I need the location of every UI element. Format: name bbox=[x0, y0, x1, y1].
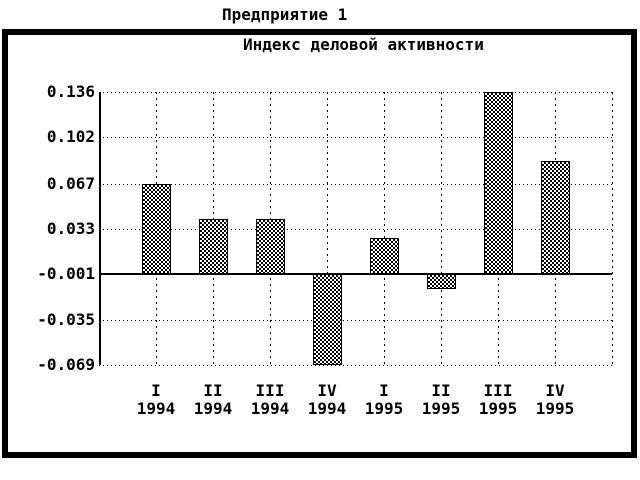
chart-frame bbox=[2, 29, 637, 458]
x-tick-quarter: III bbox=[255, 381, 285, 400]
y-tick-label: 0.136 bbox=[46, 82, 95, 101]
bar bbox=[256, 219, 285, 275]
y-tick-label: -0.069 bbox=[37, 355, 95, 374]
y-tick-label: -0.035 bbox=[37, 310, 95, 329]
plot-area bbox=[99, 92, 613, 366]
x-tick-year: 1994 bbox=[136, 399, 176, 418]
x-tick-quarter: III bbox=[483, 381, 513, 400]
bar bbox=[427, 274, 456, 289]
bar bbox=[142, 184, 171, 275]
bar bbox=[541, 161, 570, 274]
x-tick-quarter: II bbox=[203, 381, 223, 400]
h-gridline bbox=[99, 92, 612, 93]
x-tick-year: 1994 bbox=[250, 399, 290, 418]
h-gridline bbox=[99, 229, 612, 230]
x-tick-quarter: IV bbox=[317, 381, 337, 400]
h-gridline bbox=[99, 320, 612, 321]
bar bbox=[370, 238, 399, 274]
x-tick-year: 1995 bbox=[478, 399, 518, 418]
x-tick-quarter: I bbox=[151, 381, 161, 400]
y-tick-label: -0.001 bbox=[37, 264, 95, 283]
zero-baseline bbox=[99, 273, 612, 275]
bar bbox=[313, 274, 342, 365]
x-tick-quarter: II bbox=[431, 381, 451, 400]
h-gridline bbox=[99, 184, 612, 185]
bar bbox=[199, 219, 228, 275]
bar bbox=[484, 92, 513, 274]
y-axis-line bbox=[99, 92, 101, 365]
v-gridline bbox=[384, 92, 385, 365]
v-gridline bbox=[327, 92, 328, 365]
chart-title: Индекс деловой активности bbox=[243, 35, 484, 54]
h-gridline bbox=[99, 137, 612, 138]
x-tick-year: 1995 bbox=[535, 399, 575, 418]
x-tick-year: 1994 bbox=[307, 399, 347, 418]
x-tick-year: 1994 bbox=[193, 399, 233, 418]
y-tick-label: 0.033 bbox=[46, 219, 95, 238]
h-gridline bbox=[99, 365, 612, 366]
x-tick-quarter: IV bbox=[545, 381, 565, 400]
bars-layer bbox=[99, 92, 612, 365]
x-tick-quarter: I bbox=[379, 381, 389, 400]
y-tick-label: 0.067 bbox=[46, 174, 95, 193]
v-gridline bbox=[612, 92, 613, 365]
x-tick-year: 1995 bbox=[421, 399, 461, 418]
x-tick-year: 1995 bbox=[364, 399, 404, 418]
window-title: Предприятие 1 bbox=[222, 5, 348, 24]
v-gridline bbox=[441, 92, 442, 365]
y-tick-label: 0.102 bbox=[46, 127, 95, 146]
